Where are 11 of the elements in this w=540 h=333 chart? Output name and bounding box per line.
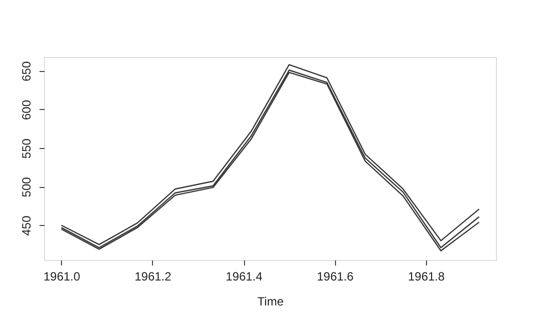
x-tick-label: 1961.8: [408, 270, 446, 284]
y-tick-label: 600: [20, 100, 34, 120]
y-tick-label: 500: [20, 176, 34, 198]
y-tick-label: 550: [20, 138, 34, 159]
x-tick-label: 1961.4: [226, 270, 263, 284]
y-tick-label: 650: [20, 61, 34, 82]
x-tick-label: 1961.2: [134, 270, 172, 284]
y-tick-label: 450: [20, 215, 34, 236]
x-tick-label: 1961.6: [316, 270, 354, 284]
x-axis-title: Time: [257, 294, 284, 308]
x-tick-label: 1961.0: [43, 270, 80, 284]
